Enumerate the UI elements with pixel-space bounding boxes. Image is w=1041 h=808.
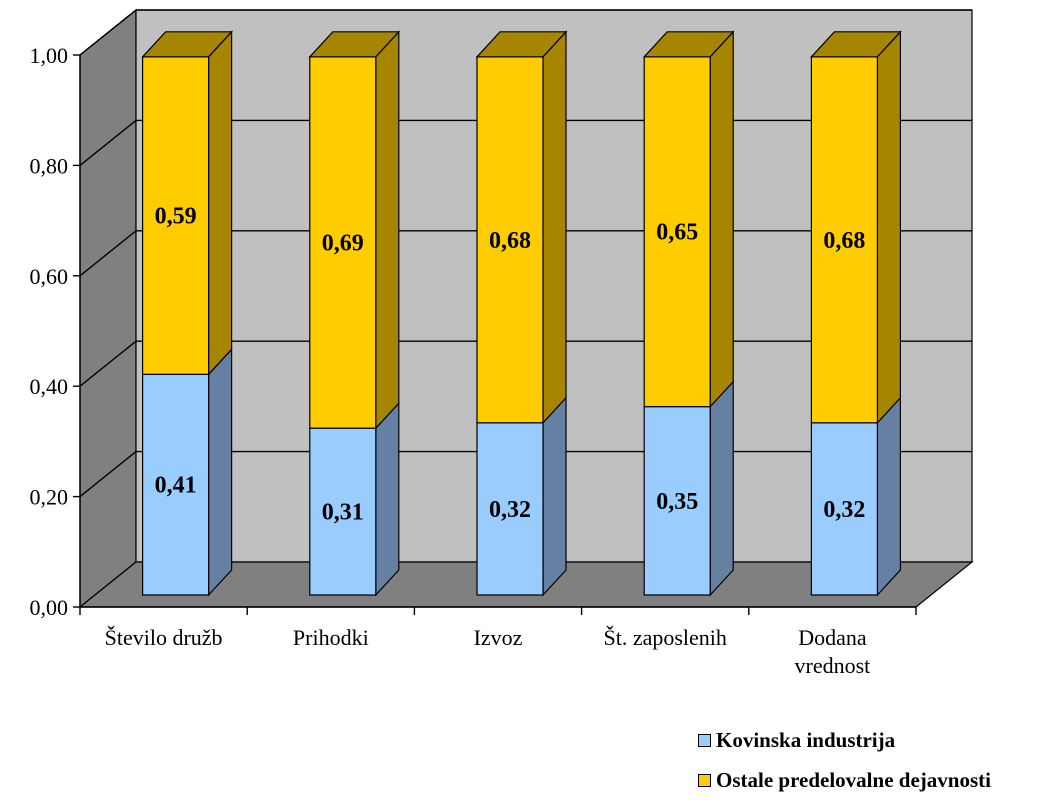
bar-segment-ostale-0 xyxy=(141,30,233,376)
data-label: 0,69 xyxy=(322,230,364,256)
bar-front xyxy=(643,406,711,596)
legend-item-kovinska: Kovinska industrija xyxy=(698,728,991,752)
legend-item-ostale: Ostale predelovalne dejavnosti xyxy=(698,768,991,792)
bar-side xyxy=(709,380,734,597)
bar-segment-kovinska-1 xyxy=(309,401,400,597)
bar-segment-ostale-1 xyxy=(308,30,401,430)
data-label: 0,32 xyxy=(489,497,531,523)
x-axis-category-labels: Število družb Prihodki Izvoz Št. zaposlenih… xyxy=(105,625,871,678)
bar-top xyxy=(308,31,401,58)
legend-label-kovinska: Kovinska industrija xyxy=(716,727,896,752)
bar-segment-ostale-3 xyxy=(642,30,735,409)
bar-front xyxy=(309,56,377,429)
stacked-3d-bar-chart: 0,00 0,20 0,40 0,60 0,80 1,00 Število družb Pr… xyxy=(30,8,974,678)
data-label: 0,65 xyxy=(656,220,698,246)
x-category-label: Dodana xyxy=(798,625,867,650)
legend-swatch-kovinska xyxy=(698,733,711,747)
bar-side xyxy=(375,30,400,430)
bar-front xyxy=(476,422,544,596)
bar-segment-kovinska-4 xyxy=(810,396,902,597)
bar-top xyxy=(810,31,902,58)
y-tick-label: 0,80 xyxy=(30,153,69,178)
bar-front xyxy=(476,56,544,424)
bar-front xyxy=(309,427,377,596)
x-category-label: Št. zaposlenih xyxy=(603,625,726,650)
bar-front xyxy=(810,56,879,424)
bar-segment-ostale-4 xyxy=(810,30,902,425)
bar-front xyxy=(810,422,879,596)
bar-side xyxy=(208,30,233,376)
y-tick-label: 0,00 xyxy=(30,595,69,620)
data-label: 0,41 xyxy=(155,473,197,499)
gridline-side xyxy=(79,230,137,277)
bar-top xyxy=(141,31,233,58)
bar-side xyxy=(876,396,902,597)
gridline-side xyxy=(79,340,137,387)
legend-swatch-ostale xyxy=(698,773,711,787)
bar-top xyxy=(475,31,568,58)
y-axis-tick-labels: 0,00 0,20 0,40 0,60 0,80 1,00 xyxy=(30,43,69,620)
data-label: 0,31 xyxy=(322,500,364,526)
y-tick-label: 0,40 xyxy=(30,374,69,399)
data-label: 0,68 xyxy=(823,228,865,254)
bar-segment-kovinska-3 xyxy=(643,380,734,597)
gridline-side xyxy=(79,9,137,56)
bars xyxy=(141,30,902,597)
bar-side xyxy=(375,401,400,597)
data-label: 0,32 xyxy=(823,497,865,523)
y-tick-label: 0,20 xyxy=(30,485,69,510)
x-category-label: Prihodki xyxy=(293,625,369,650)
x-category-label: Število družb xyxy=(105,625,223,650)
data-labels: 0,41 0,59 0,31 0,69 0,32 0,68 0,35 0,65 0,32 0,68 xyxy=(155,204,866,526)
bar-side xyxy=(542,30,567,425)
gridline-side xyxy=(79,451,137,498)
legend: Kovinska industrija Ostale predelovalne … xyxy=(698,728,991,808)
bar-segment-ostale-2 xyxy=(475,30,568,425)
bar-side xyxy=(709,30,734,409)
gridline-side xyxy=(79,119,137,166)
data-label: 0,68 xyxy=(489,228,531,254)
bar-segment-kovinska-0 xyxy=(142,347,233,597)
x-category-label: Izvoz xyxy=(474,625,523,650)
data-label: 0,35 xyxy=(656,489,698,515)
bar-top xyxy=(642,31,735,58)
data-label: 0,59 xyxy=(155,204,197,230)
y-tick-label: 0,60 xyxy=(30,264,69,289)
axes xyxy=(73,54,917,615)
chart-side-wall xyxy=(79,8,137,609)
bar-side xyxy=(876,30,902,425)
legend-label-ostale: Ostale predelovalne dejavnosti xyxy=(716,767,991,792)
bar-side xyxy=(208,347,233,597)
y-tick-label: 1,00 xyxy=(30,43,69,68)
bar-front xyxy=(643,56,711,408)
bar-side xyxy=(542,396,567,597)
x-category-label: vrednost xyxy=(795,653,871,678)
